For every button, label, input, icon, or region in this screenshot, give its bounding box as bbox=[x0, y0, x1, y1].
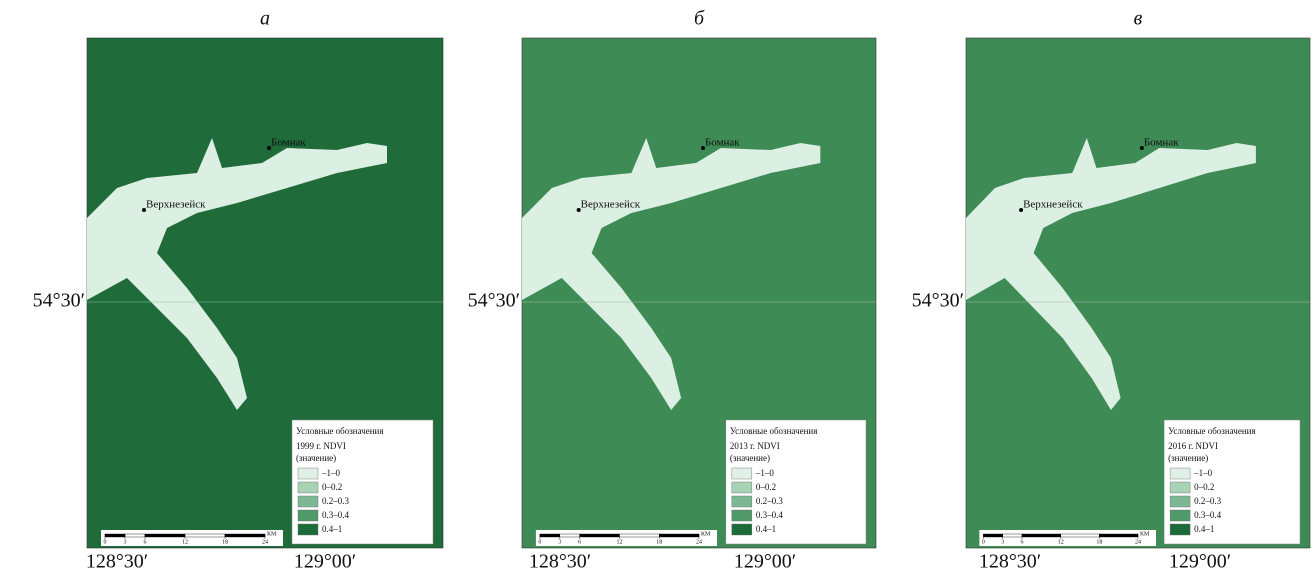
scale-label: 6 bbox=[1021, 539, 1024, 545]
scale-label: 24 bbox=[262, 539, 268, 545]
legend-year: 1999 г. NDVI bbox=[296, 441, 346, 451]
legend-year: 2016 г. NDVI bbox=[1168, 441, 1218, 451]
legend-class: 0.2–0.3 bbox=[756, 496, 784, 506]
legend-note: (значение) bbox=[1168, 453, 1208, 463]
place-name: Верхнезейск bbox=[146, 199, 206, 211]
scale-segment bbox=[1099, 534, 1138, 537]
scale-segment bbox=[145, 534, 185, 537]
legend-swatch bbox=[298, 482, 318, 493]
scale-label: 6 bbox=[578, 539, 581, 545]
place-name: Верхнезейск bbox=[1023, 199, 1083, 211]
scale-bg bbox=[101, 530, 283, 546]
legend-class: 0–0.2 bbox=[1194, 482, 1214, 492]
legend-class: –1–0 bbox=[321, 468, 341, 478]
scale-label: 18 bbox=[222, 539, 228, 545]
legend-swatch bbox=[732, 524, 752, 535]
legend-title: Условные обозначения bbox=[1168, 426, 1256, 436]
legend-class: 0–0.2 bbox=[322, 482, 342, 492]
legend-swatch bbox=[732, 496, 752, 507]
place-name: Бомнак bbox=[271, 137, 306, 149]
legend-swatch bbox=[1170, 468, 1190, 479]
panel-label: б bbox=[694, 8, 705, 30]
place-name: Бомнак bbox=[705, 137, 740, 149]
longitude-label: 128°30′ bbox=[86, 551, 148, 573]
legend-swatch bbox=[1170, 510, 1190, 521]
legend-class: 0.4–1 bbox=[1194, 524, 1214, 534]
scale-segment bbox=[540, 534, 560, 537]
legend-class: –1–0 bbox=[755, 468, 775, 478]
legend-class: –1–0 bbox=[1193, 468, 1213, 478]
scale-label: 12 bbox=[616, 539, 622, 545]
scale-segment bbox=[580, 534, 620, 537]
legend-swatch bbox=[298, 510, 318, 521]
scale-segment bbox=[105, 534, 125, 537]
longitude-label: 129°00′ bbox=[1169, 551, 1231, 573]
scale-label: 3 bbox=[558, 539, 561, 545]
scale-label: 0 bbox=[104, 539, 107, 545]
legend-note: (значение) bbox=[296, 453, 336, 463]
legend-swatch bbox=[732, 482, 752, 493]
page: {"panels": [ {"label": "а", "latitude": … bbox=[0, 0, 1313, 574]
scale-segment bbox=[983, 534, 1002, 537]
scale-bg bbox=[536, 530, 717, 546]
scale-segment bbox=[1003, 534, 1022, 537]
legend-class: 0.2–0.3 bbox=[1194, 496, 1222, 506]
scale-label: 3 bbox=[124, 539, 127, 545]
figure: а 54°30′ 128°30′ 129°00′ Бомнак Верхнезейск Ус… bbox=[0, 0, 1313, 574]
scale-segment bbox=[185, 534, 225, 537]
legend-title: Условные обозначения bbox=[730, 426, 818, 436]
legend-class: 0.4–1 bbox=[322, 524, 342, 534]
legend-class: 0.2–0.3 bbox=[322, 496, 350, 506]
legend-swatch bbox=[298, 468, 318, 479]
longitude-label: 129°00′ bbox=[294, 551, 356, 573]
legend-note: (значение) bbox=[730, 453, 770, 463]
scale-label: 18 bbox=[1096, 539, 1102, 545]
legend-swatch bbox=[732, 468, 752, 479]
panel-label: а bbox=[260, 8, 270, 30]
scale-segment bbox=[619, 534, 659, 537]
legend-class: 0.3–0.4 bbox=[756, 510, 784, 520]
scale-segment bbox=[1022, 534, 1061, 537]
place-name: Верхнезейск bbox=[581, 199, 641, 211]
longitude-label: 128°30′ bbox=[529, 551, 591, 573]
scale-segment bbox=[225, 534, 265, 537]
scale-label: 12 bbox=[1058, 539, 1064, 545]
scale-label: 12 bbox=[182, 539, 188, 545]
latitude-label: 54°30′ bbox=[912, 290, 964, 312]
legend-year: 2013 г. NDVI bbox=[730, 441, 780, 451]
scale-label: 6 bbox=[144, 539, 147, 545]
scale-unit: КМ bbox=[267, 531, 277, 537]
latitude-label: 54°30′ bbox=[33, 290, 85, 312]
scale-segment bbox=[560, 534, 580, 537]
scale-unit: КМ bbox=[1140, 531, 1150, 537]
legend-class: 0.3–0.4 bbox=[1194, 510, 1222, 520]
scale-label: 0 bbox=[538, 539, 541, 545]
longitude-label: 128°30′ bbox=[979, 551, 1041, 573]
legend-swatch bbox=[732, 510, 752, 521]
scale-segment bbox=[1061, 534, 1100, 537]
legend-swatch bbox=[1170, 524, 1190, 535]
legend-swatch bbox=[1170, 482, 1190, 493]
legend-swatch bbox=[298, 524, 318, 535]
scale-segment bbox=[659, 534, 699, 537]
scale-unit: КМ bbox=[701, 531, 711, 537]
legend-class: 0–0.2 bbox=[756, 482, 776, 492]
longitude-label: 129°00′ bbox=[734, 551, 796, 573]
legend-swatch bbox=[298, 496, 318, 507]
legend-swatch bbox=[1170, 496, 1190, 507]
scale-label: 0 bbox=[982, 539, 985, 545]
scale-segment bbox=[125, 534, 145, 537]
place-name: Бомнак bbox=[1144, 137, 1179, 149]
panel-label: в bbox=[1134, 8, 1143, 30]
legend-title: Условные обозначения bbox=[296, 426, 384, 436]
latitude-label: 54°30′ bbox=[468, 290, 520, 312]
legend-class: 0.4–1 bbox=[756, 524, 776, 534]
scale-label: 3 bbox=[1001, 539, 1004, 545]
scale-bg bbox=[979, 530, 1156, 546]
scale-label: 24 bbox=[1135, 539, 1141, 545]
scale-label: 18 bbox=[656, 539, 662, 545]
legend-class: 0.3–0.4 bbox=[322, 510, 350, 520]
scale-label: 24 bbox=[696, 539, 702, 545]
